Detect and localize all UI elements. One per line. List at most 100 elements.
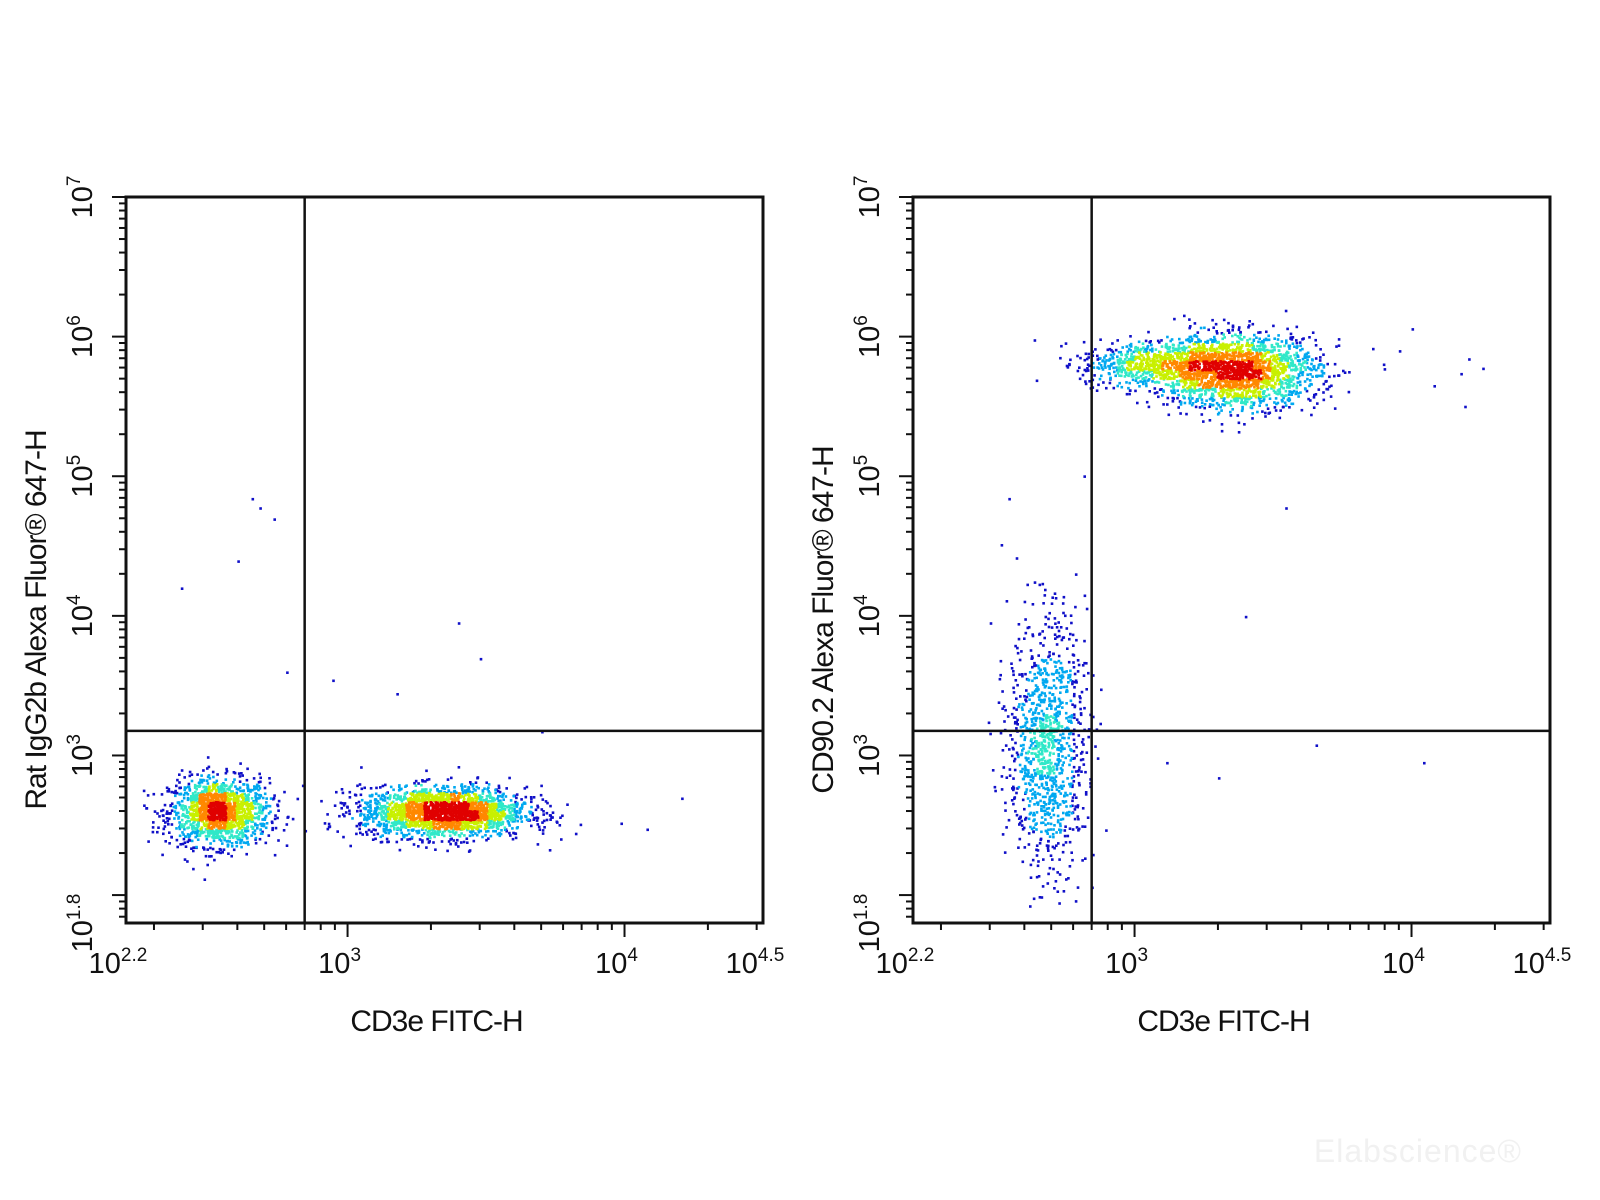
event-point — [1132, 350, 1135, 354]
event-point — [1286, 327, 1289, 331]
event-point — [420, 807, 423, 810]
event-point — [464, 813, 468, 816]
event-point — [145, 807, 148, 810]
event-point — [1306, 366, 1310, 369]
event-point — [455, 824, 458, 827]
event-point — [221, 842, 224, 845]
event-point — [438, 820, 441, 823]
event-point — [991, 769, 995, 772]
event-point — [1075, 754, 1079, 757]
event-point — [510, 806, 513, 810]
event-point — [202, 779, 206, 782]
event-point — [225, 804, 228, 807]
event-point — [207, 774, 211, 777]
event-point — [1268, 397, 1272, 400]
event-point — [451, 798, 454, 801]
event-point — [1147, 378, 1151, 381]
event-point — [1047, 822, 1050, 825]
event-point — [452, 792, 456, 796]
event-point — [1079, 752, 1083, 755]
event-point — [420, 793, 423, 797]
event-point — [1297, 392, 1300, 395]
event-point — [212, 839, 216, 843]
event-point — [1267, 334, 1270, 338]
event-point — [1083, 825, 1087, 828]
event-point — [472, 815, 476, 818]
event-point — [196, 813, 200, 816]
event-point — [382, 824, 386, 828]
event-point — [440, 833, 444, 837]
event-point — [206, 767, 209, 770]
event-point — [369, 809, 373, 813]
event-point — [1306, 377, 1309, 381]
event-point — [202, 808, 205, 812]
event-point — [504, 815, 508, 819]
event-point — [423, 823, 427, 827]
event-point — [211, 785, 215, 788]
event-point — [1036, 685, 1039, 689]
event-point — [363, 786, 366, 790]
event-point — [1010, 754, 1014, 758]
event-point — [1239, 330, 1242, 334]
event-point — [170, 802, 174, 805]
event-point — [481, 789, 485, 792]
event-point — [1054, 775, 1058, 778]
event-point — [1045, 830, 1049, 834]
event-point — [403, 810, 407, 814]
event-point — [457, 766, 461, 769]
event-point — [1046, 846, 1050, 850]
event-point — [220, 783, 224, 786]
event-point — [208, 809, 212, 813]
event-point — [1061, 764, 1064, 767]
event-point — [1262, 397, 1266, 401]
event-point — [407, 801, 411, 805]
event-point — [458, 827, 461, 831]
event-point — [208, 830, 211, 834]
event-point — [487, 790, 490, 793]
event-point — [436, 815, 440, 818]
event-point — [1057, 842, 1060, 845]
event-point — [327, 822, 331, 826]
event-point — [214, 820, 218, 823]
event-point — [1016, 723, 1019, 726]
event-point — [1042, 644, 1045, 647]
event-point — [445, 784, 449, 788]
event-point — [1190, 403, 1194, 407]
event-point — [1179, 401, 1183, 404]
event-point — [211, 810, 215, 813]
event-point — [1064, 342, 1068, 345]
event-point — [1052, 679, 1056, 682]
event-point — [418, 804, 422, 807]
event-point — [426, 830, 430, 834]
event-point — [427, 806, 430, 810]
event-point — [485, 830, 488, 833]
event-point — [263, 786, 267, 790]
event-point — [484, 807, 488, 811]
event-point — [498, 809, 502, 812]
event-point — [167, 787, 171, 791]
event-point — [360, 766, 363, 769]
event-point — [476, 810, 479, 814]
event-point — [484, 802, 487, 806]
event-point — [1063, 834, 1067, 838]
event-point — [393, 793, 397, 796]
event-point — [219, 828, 223, 831]
event-point — [459, 794, 462, 798]
event-point — [487, 819, 490, 822]
event-point — [1267, 338, 1271, 342]
event-point — [1293, 345, 1296, 348]
event-point — [1042, 660, 1046, 663]
event-point — [242, 798, 245, 802]
event-point — [153, 810, 157, 813]
event-point — [195, 801, 199, 805]
event-point — [515, 796, 518, 800]
event-point — [216, 785, 220, 789]
event-point — [1026, 583, 1029, 587]
event-point — [182, 808, 185, 812]
event-point — [467, 803, 470, 807]
event-point — [1031, 691, 1034, 694]
event-point — [530, 797, 533, 801]
event-point — [1348, 371, 1351, 374]
event-point — [1016, 651, 1020, 655]
event-point — [183, 776, 186, 779]
